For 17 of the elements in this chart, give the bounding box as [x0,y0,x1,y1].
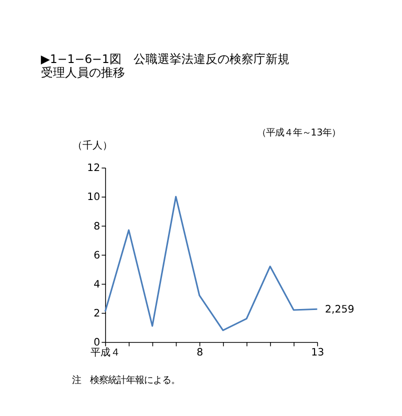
chart-subtitle: （平成４年～13年） [256,127,341,138]
y-tick-label: 12 [87,163,100,174]
x-tick-label: 8 [196,348,204,359]
text: 受理人員の推移 [40,66,125,80]
y-tick-label: 4 [94,279,100,290]
text: ▶1−1−6−1図 公職選挙法違反の検察庁新規 [40,52,290,66]
y-tick-label: 8 [94,221,100,232]
y-tick-label: 0 [94,337,100,348]
text: 注 検察統計年報による。 [72,374,180,386]
y-tick-label: 2 [94,308,100,320]
y-axis-title: （千人） [72,139,113,152]
y-tick-label: 6 [94,250,100,262]
x-tick-label: 平成４ [90,346,121,359]
y-tick-label: 10 [87,192,100,204]
annotation: 2,259 [325,304,354,316]
x-tick-label: 13 [311,348,324,359]
line-series [104,196,318,332]
